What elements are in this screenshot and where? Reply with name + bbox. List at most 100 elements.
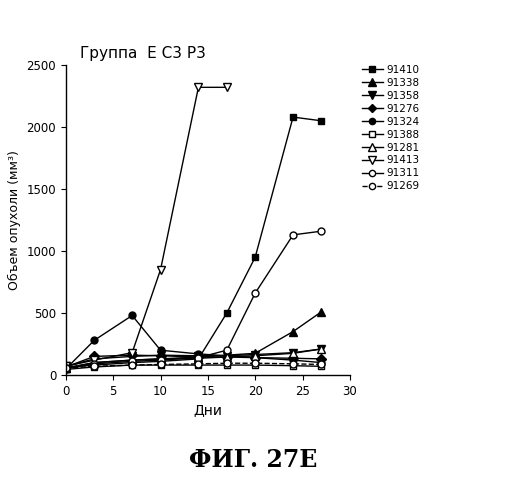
91311	[195, 354, 201, 360]
91311	[224, 347, 230, 353]
91358	[129, 354, 135, 360]
91388	[224, 362, 230, 368]
Line: 91358: 91358	[62, 345, 325, 370]
91388	[158, 362, 164, 368]
91281	[195, 356, 201, 362]
91410	[63, 364, 69, 370]
Line: 91311: 91311	[62, 228, 325, 371]
91324	[195, 351, 201, 357]
91269	[158, 362, 164, 368]
91311	[158, 357, 164, 363]
91311	[129, 358, 135, 364]
91413	[63, 364, 69, 370]
Legend: 91410, 91338, 91358, 91276, 91324, 91388, 91281, 91413, 91311, 91269: 91410, 91338, 91358, 91276, 91324, 91388…	[360, 64, 421, 192]
91269	[129, 362, 135, 368]
91324	[129, 312, 135, 318]
Line: 91276: 91276	[62, 352, 325, 370]
91338	[129, 357, 135, 363]
91324	[252, 354, 258, 360]
91358	[158, 352, 164, 358]
91269	[195, 361, 201, 367]
91276	[158, 353, 164, 359]
Line: 91338: 91338	[62, 308, 325, 372]
Line: 91281: 91281	[62, 345, 325, 372]
91358	[91, 356, 97, 362]
91311	[252, 290, 258, 296]
91338	[318, 309, 324, 315]
91338	[252, 350, 258, 356]
91324	[91, 338, 97, 344]
91388	[290, 362, 296, 368]
91324	[158, 347, 164, 353]
91281	[290, 350, 296, 356]
91413	[91, 357, 97, 363]
91338	[224, 352, 230, 358]
91276	[91, 354, 97, 360]
91388	[63, 366, 69, 372]
91358	[318, 346, 324, 352]
Line: 91388: 91388	[62, 362, 325, 373]
91276	[252, 354, 258, 360]
91311	[318, 228, 324, 234]
91413	[158, 266, 164, 272]
91410	[91, 362, 97, 368]
91338	[290, 328, 296, 334]
91324	[224, 353, 230, 359]
91281	[91, 360, 97, 366]
91324	[63, 366, 69, 372]
Y-axis label: Объем опухоли (мм³): Объем опухоли (мм³)	[8, 150, 21, 290]
91410	[158, 358, 164, 364]
91410	[195, 356, 201, 362]
91410	[129, 360, 135, 366]
91276	[129, 352, 135, 358]
91413	[195, 84, 201, 90]
91358	[63, 364, 69, 370]
91311	[290, 232, 296, 238]
91388	[318, 364, 324, 370]
91281	[252, 353, 258, 359]
91410	[290, 114, 296, 120]
91311	[63, 364, 69, 370]
91388	[252, 362, 258, 368]
91276	[63, 364, 69, 370]
Line: 91269: 91269	[62, 360, 325, 372]
Text: ФИГ. 27Е: ФИГ. 27Е	[189, 448, 318, 472]
91281	[318, 346, 324, 352]
91269	[290, 361, 296, 367]
91281	[158, 356, 164, 362]
91410	[252, 254, 258, 260]
91281	[63, 365, 69, 371]
Text: Группа  Е С3 Р3: Группа Е С3 Р3	[80, 46, 206, 61]
91388	[129, 362, 135, 368]
91358	[224, 353, 230, 359]
91410	[224, 310, 230, 316]
91410	[318, 118, 324, 124]
91269	[318, 362, 324, 368]
91338	[195, 354, 201, 360]
91269	[224, 360, 230, 366]
91281	[224, 354, 230, 360]
91388	[91, 364, 97, 370]
91311	[91, 361, 97, 367]
91276	[318, 356, 324, 362]
91388	[195, 362, 201, 368]
91358	[290, 350, 296, 356]
91338	[158, 356, 164, 362]
91281	[129, 357, 135, 363]
91276	[290, 356, 296, 362]
Line: 91324: 91324	[62, 312, 325, 372]
91358	[252, 352, 258, 358]
Line: 91413: 91413	[62, 83, 231, 370]
91324	[290, 357, 296, 363]
91276	[195, 354, 201, 360]
Line: 91410: 91410	[62, 114, 325, 371]
91269	[252, 360, 258, 366]
91276	[224, 354, 230, 360]
91338	[63, 365, 69, 371]
91358	[195, 353, 201, 359]
91269	[63, 365, 69, 371]
91413	[129, 350, 135, 356]
91338	[91, 360, 97, 366]
91324	[318, 360, 324, 366]
91269	[91, 364, 97, 370]
